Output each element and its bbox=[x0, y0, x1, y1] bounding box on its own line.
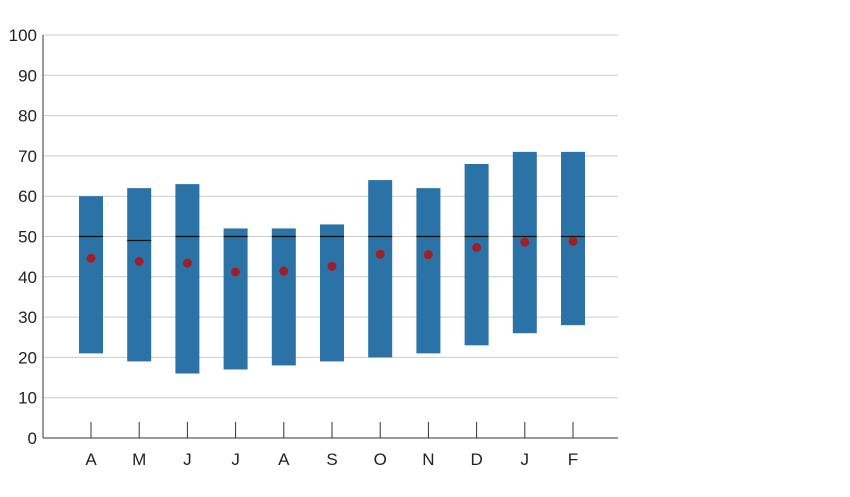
range-bar bbox=[175, 184, 200, 374]
x-tick-label: O bbox=[374, 450, 387, 469]
x-tick-label: S bbox=[326, 450, 337, 469]
x-tick-label: J bbox=[183, 450, 192, 469]
range-bar bbox=[271, 228, 296, 366]
x-tick-label: J bbox=[231, 450, 240, 469]
point-marker bbox=[231, 267, 241, 277]
range-bar bbox=[416, 188, 441, 354]
y-tick-label: 70 bbox=[18, 147, 37, 166]
point-marker bbox=[86, 253, 96, 263]
x-tick-label: F bbox=[568, 450, 578, 469]
x-tick-label: J bbox=[521, 450, 530, 469]
range-bar bbox=[368, 180, 393, 358]
y-tick-label: 100 bbox=[9, 26, 37, 45]
point-marker bbox=[520, 237, 530, 247]
point-marker bbox=[279, 266, 289, 276]
x-tick-label: A bbox=[85, 450, 97, 469]
range-bars bbox=[79, 151, 585, 374]
median-lines bbox=[79, 235, 585, 242]
y-tick-label: 40 bbox=[18, 268, 37, 287]
point-marker bbox=[182, 258, 192, 268]
x-tick-label: N bbox=[422, 450, 434, 469]
axes bbox=[42, 35, 618, 439]
point-marker bbox=[375, 249, 385, 259]
y-tick-label: 80 bbox=[18, 107, 37, 126]
y-tick-label: 90 bbox=[18, 66, 37, 85]
point-marker bbox=[134, 256, 144, 266]
range-bar bbox=[127, 188, 152, 362]
point-marker bbox=[423, 250, 433, 260]
y-tick-label: 20 bbox=[18, 348, 37, 367]
x-tick-label: M bbox=[132, 450, 146, 469]
range-bar bbox=[79, 196, 103, 354]
point-marker bbox=[568, 236, 578, 246]
x-tick-label: A bbox=[278, 450, 290, 469]
y-tick-label: 50 bbox=[18, 228, 37, 247]
point-marker bbox=[472, 242, 482, 252]
range-bar bbox=[464, 163, 489, 346]
point-markers bbox=[86, 236, 578, 277]
range-bar bbox=[223, 228, 248, 370]
y-tick-label: 30 bbox=[18, 308, 37, 327]
y-tick-label: 0 bbox=[28, 429, 37, 448]
y-tick-labels: 0 10 20 30 40 50 60 70 80 90 100 bbox=[9, 26, 37, 448]
point-marker bbox=[327, 261, 337, 271]
x-tick-label: D bbox=[470, 450, 482, 469]
y-tick-label: 10 bbox=[18, 389, 37, 408]
range-bar bbox=[320, 224, 344, 362]
y-tick-label: 60 bbox=[18, 187, 37, 206]
